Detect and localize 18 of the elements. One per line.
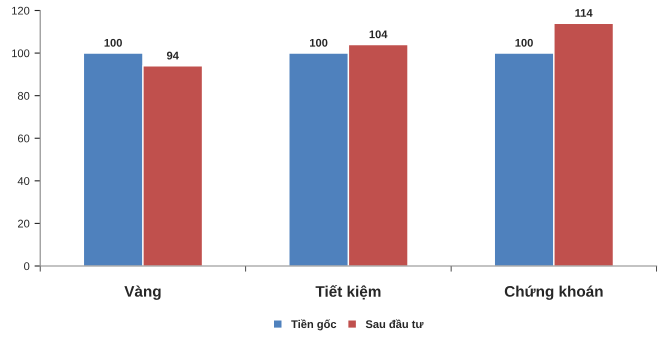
y-tick-label: 60 bbox=[18, 134, 30, 142]
y-tick-label: 80 bbox=[18, 92, 30, 100]
y-tick-label: 120 bbox=[12, 6, 30, 15]
x-tick-label: Vàng bbox=[124, 285, 161, 300]
y-tick-label: 20 bbox=[18, 220, 30, 228]
legend-label: Tiền gốc bbox=[291, 319, 336, 330]
legend-label: Sau đầu tư bbox=[366, 319, 424, 328]
data-label: 100 bbox=[516, 38, 533, 47]
x-tick-label: Chứng khoán bbox=[504, 285, 603, 300]
data-label: 94 bbox=[166, 52, 179, 60]
x-tick-label: Tiết kiệm bbox=[316, 285, 380, 300]
data-label: 100 bbox=[310, 38, 328, 47]
data-label: 104 bbox=[370, 30, 388, 38]
data-label: 100 bbox=[104, 38, 122, 47]
y-tick-label: 100 bbox=[12, 49, 30, 58]
data-label: 114 bbox=[575, 9, 593, 17]
y-tick-label: 0 bbox=[24, 262, 30, 270]
y-tick-label: 40 bbox=[18, 177, 30, 185]
